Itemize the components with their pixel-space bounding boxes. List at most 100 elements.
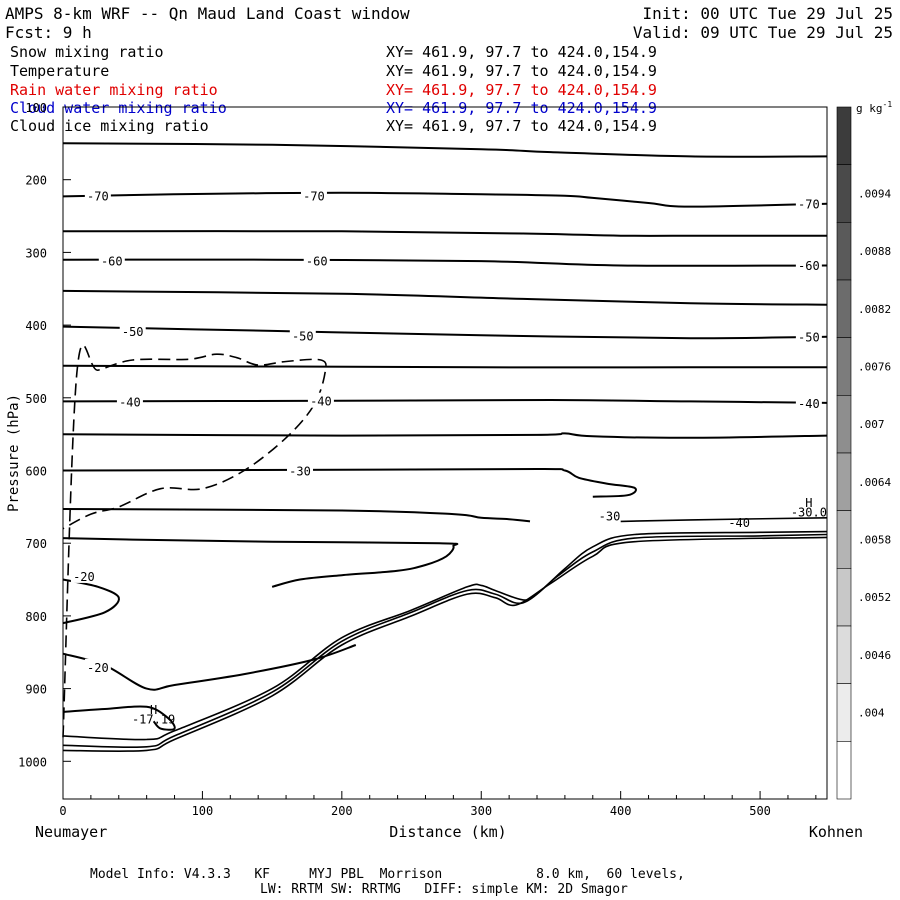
contour-label-bg bbox=[795, 256, 822, 272]
contour-label-bg bbox=[98, 252, 125, 268]
field-name: Cloud ice mixing ratio bbox=[10, 117, 209, 135]
snow-dashed-contour bbox=[62, 344, 327, 738]
colorbar-swatch bbox=[836, 395, 852, 454]
contour-label: -60 bbox=[101, 254, 123, 268]
colorbar-label: .0088 bbox=[858, 245, 891, 258]
colorbar-swatch bbox=[836, 106, 852, 165]
contour-label-bg bbox=[795, 328, 822, 344]
x-axis-label: Distance (km) bbox=[389, 823, 506, 841]
colorbar-swatch bbox=[836, 222, 852, 281]
y-tick-label: 300 bbox=[25, 246, 47, 260]
contour-label: -60 bbox=[306, 254, 328, 268]
field-xy: XY= 461.9, 97.7 to 424.0,154.9 bbox=[386, 99, 657, 117]
header-valid: Valid: 09 UTC Tue 29 Jul 25 bbox=[633, 23, 893, 42]
y-tick-label: 700 bbox=[25, 537, 47, 551]
annotation-label: -17.19 bbox=[132, 712, 175, 726]
header-title: AMPS 8-km WRF -- Qn Maud Land Coast wind… bbox=[5, 4, 410, 23]
contour-label-bg bbox=[795, 195, 822, 211]
colorbar-swatch bbox=[836, 568, 852, 627]
footer-model-info: Model Info: V4.3.3 KF MYJ PBL Morrison 8… bbox=[90, 867, 685, 882]
contour-label: -40 bbox=[119, 395, 141, 409]
contour-label-bg bbox=[287, 462, 314, 478]
temperature-contour-line bbox=[62, 191, 828, 208]
colorbar-label: .007 bbox=[858, 418, 885, 431]
contour-label-bg bbox=[116, 393, 143, 409]
footer-physics-info: LW: RRTM SW: RRTMG DIFF: simple KM: 2D S… bbox=[260, 882, 628, 897]
contour-label-bg bbox=[84, 187, 111, 203]
temperature-contours bbox=[62, 142, 828, 731]
colorbar-swatch bbox=[836, 741, 852, 800]
x-tick-label: 400 bbox=[610, 804, 632, 818]
colorbar-label: .0064 bbox=[858, 476, 891, 489]
temperature-contour-line bbox=[62, 230, 827, 237]
contour-label-bg bbox=[300, 187, 327, 203]
y-axis-label: Pressure (hPa) bbox=[6, 394, 22, 512]
contour-label-bg bbox=[303, 252, 330, 268]
x-tick-label: 100 bbox=[192, 804, 214, 818]
contour-label-bg bbox=[289, 327, 316, 343]
field-name: Temperature bbox=[10, 62, 109, 80]
right-endpoint-label: Kohnen bbox=[809, 823, 863, 841]
field-name: Snow mixing ratio bbox=[10, 43, 164, 61]
annotation-label: -30.0 bbox=[791, 505, 827, 519]
field-name: Rain water mixing ratio bbox=[10, 81, 218, 99]
temperature-contour-line bbox=[62, 432, 828, 439]
field-xy: XY= 461.9, 97.7 to 424.0,154.9 bbox=[386, 117, 657, 135]
temperature-contour-line bbox=[62, 508, 531, 523]
y-tick-label: 200 bbox=[25, 174, 47, 188]
colorbar-label: .0052 bbox=[858, 591, 891, 604]
colorbar-swatch bbox=[836, 510, 852, 569]
colorbar-label: .004 bbox=[858, 707, 885, 720]
header-fcst: Fcst: 9 h bbox=[5, 23, 92, 42]
colorbar: g kg-1 .0094 .0088 .0082 .0076 .007 .0064 .005… bbox=[836, 100, 892, 800]
temperature-contour-line bbox=[62, 578, 120, 625]
contour-label: -50 bbox=[798, 331, 820, 345]
contour-label: -30 bbox=[289, 465, 311, 479]
contour-label: -50 bbox=[122, 325, 144, 339]
field-list: Snow mixing ratio XY= 461.9, 97.7 to 424… bbox=[10, 43, 657, 135]
temperature-contour-line bbox=[62, 289, 828, 306]
terrain-lines bbox=[62, 517, 828, 752]
temperature-contour-line bbox=[62, 258, 828, 267]
colorbar-swatch bbox=[836, 452, 852, 511]
temperature-contour-line bbox=[62, 705, 176, 731]
x-axis-ticks: 0 100 200 300 400 500 bbox=[59, 791, 817, 818]
y-tick-label: 900 bbox=[25, 683, 47, 697]
colorbar-label: .0076 bbox=[858, 361, 891, 374]
temperature-contour-line bbox=[62, 364, 827, 369]
y-tick-label: 1000 bbox=[18, 755, 47, 769]
y-tick-label: 800 bbox=[25, 610, 47, 624]
y-tick-label: 400 bbox=[25, 319, 47, 333]
terrain-line bbox=[62, 536, 828, 752]
contour-label: -40 bbox=[798, 397, 820, 411]
contour-label-bg bbox=[307, 392, 334, 408]
contour-label-bg bbox=[119, 322, 146, 338]
contour-label: -70 bbox=[303, 190, 325, 204]
x-tick-label: 0 bbox=[59, 804, 66, 818]
colorbar-swatch bbox=[836, 683, 852, 742]
field-xy: XY= 461.9, 97.7 to 424.0,154.9 bbox=[386, 62, 657, 80]
snow-mixing-ratio-contour bbox=[62, 344, 327, 738]
colorbar-label: .0058 bbox=[858, 534, 891, 547]
colorbar-swatch bbox=[836, 625, 852, 684]
field-xy: XY= 461.9, 97.7 to 424.0,154.9 bbox=[386, 81, 657, 99]
contour-label-bg bbox=[795, 394, 822, 410]
temperature-contour-line bbox=[62, 537, 459, 588]
colorbar-label: .0094 bbox=[858, 188, 891, 201]
terrain-line bbox=[620, 517, 828, 523]
contour-label-bg bbox=[70, 567, 97, 583]
contour-label: -60 bbox=[798, 259, 820, 273]
colorbar-swatch bbox=[836, 337, 852, 396]
annotation-label: -30 bbox=[599, 510, 621, 524]
colorbar-unit: g kg-1 bbox=[856, 100, 892, 115]
temperature-contour-line bbox=[62, 142, 828, 158]
contour-label-bg bbox=[84, 658, 111, 674]
temperature-contour-line bbox=[62, 467, 637, 498]
temperature-contour-line bbox=[62, 398, 828, 404]
contour-label: -50 bbox=[292, 329, 314, 343]
y-tick-label: 100 bbox=[25, 101, 47, 115]
contour-label: -20 bbox=[87, 661, 109, 675]
temperature-contour-line bbox=[62, 325, 828, 340]
annotation-label: H bbox=[150, 703, 157, 717]
